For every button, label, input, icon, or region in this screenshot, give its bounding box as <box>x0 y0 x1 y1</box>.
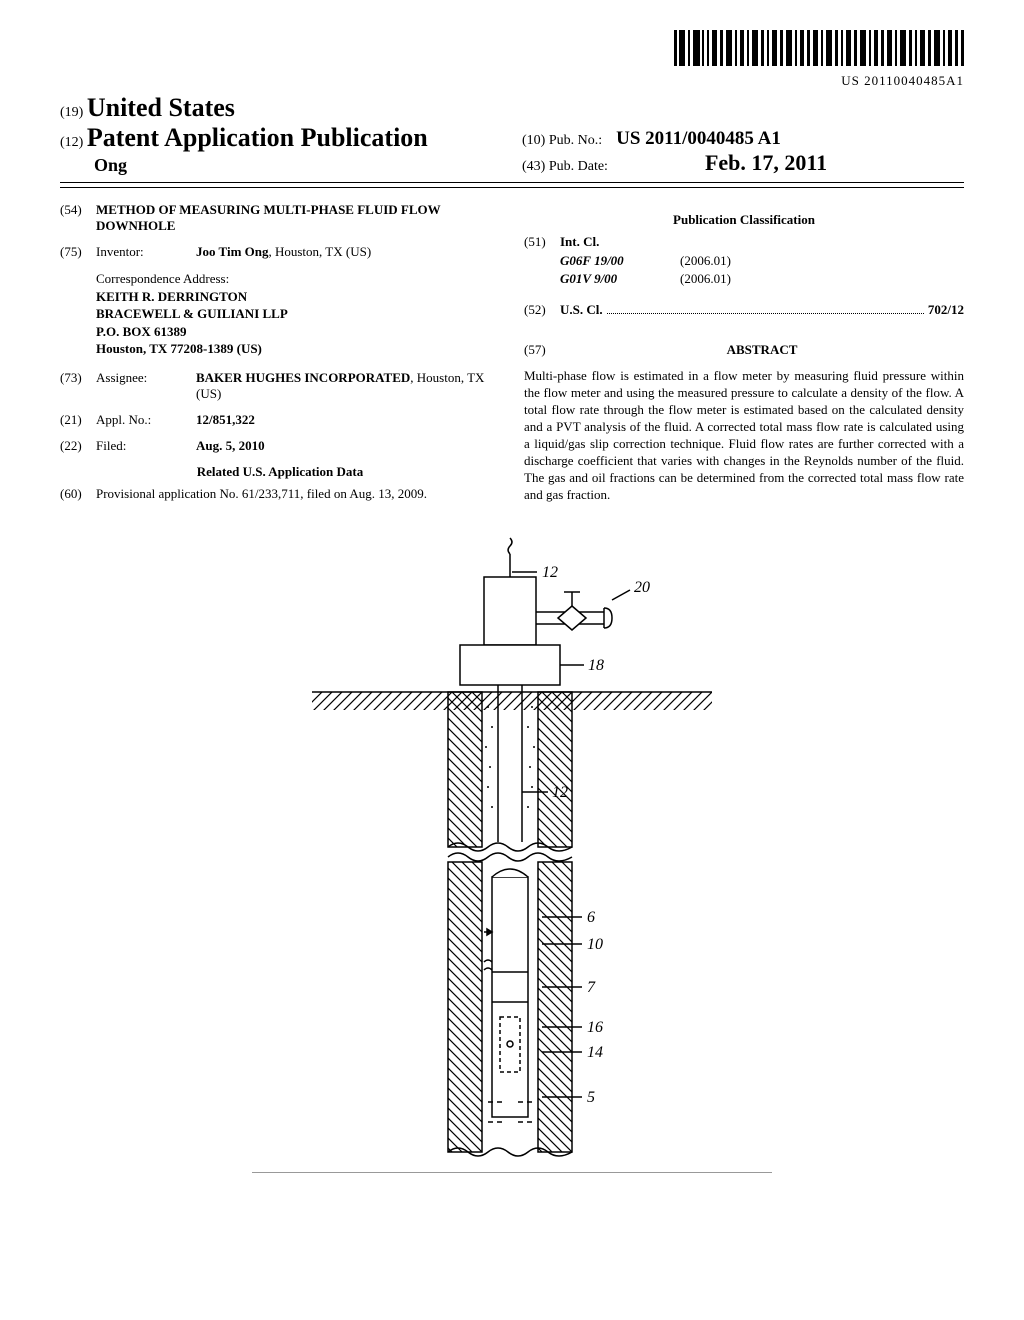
pub-date-num: (43) <box>522 159 545 174</box>
right-column: Publication Classification (51) Int. Cl.… <box>524 202 964 512</box>
assignee-label: Assignee: <box>96 370 196 402</box>
corr-firm: BRACEWELL & GUILIANI LLP <box>96 305 500 323</box>
country: United States <box>87 93 235 122</box>
bibliographic-data: (54) METHOD OF MEASURING MULTI-PHASE FLU… <box>60 202 964 512</box>
appl-label: Appl. No.: <box>96 412 196 428</box>
abstract-title: ABSTRACT <box>560 342 964 358</box>
uscl-value: 702/12 <box>928 302 964 318</box>
header: (19) United States (12) Patent Applicati… <box>60 93 964 183</box>
barcode-number: US 20110040485A1 <box>60 73 964 89</box>
uscl-num: (52) <box>524 302 560 318</box>
prov-text: Provisional application No. 61/233,711, … <box>96 486 500 502</box>
intcl-code-1: G01V 9/00 <box>560 270 680 288</box>
abstract-text: Multi-phase flow is estimated in a flow … <box>524 368 964 503</box>
fig-label-5: 5 <box>587 1089 595 1106</box>
corr-city: Houston, TX 77208-1389 (US) <box>96 340 500 358</box>
fig-label-12a: 12 <box>542 564 558 581</box>
fig-label-12b: 12 <box>552 784 568 801</box>
corr-box: P.O. BOX 61389 <box>96 323 500 341</box>
fig-label-20: 20 <box>634 579 650 596</box>
filed-num: (22) <box>60 438 96 454</box>
pub-no-label: Pub. No.: <box>549 133 602 148</box>
fig-label-6: 6 <box>587 909 595 926</box>
barcode-area: US 20110040485A1 <box>60 30 964 89</box>
pub-date: Feb. 17, 2011 <box>705 150 827 175</box>
doc-type: Patent Application Publication <box>87 123 428 152</box>
doc-type-num: (12) <box>60 135 83 150</box>
fig-label-14: 14 <box>587 1044 603 1061</box>
prov-num: (60) <box>60 486 96 502</box>
assignee-num: (73) <box>60 370 96 402</box>
pub-no: US 2011/0040485 A1 <box>616 128 781 149</box>
fig-label-16: 16 <box>587 1019 603 1036</box>
inventor-loc: , Houston, TX (US) <box>268 244 371 259</box>
appl-value: 12/851,322 <box>196 412 500 428</box>
corr-label: Correspondence Address: <box>96 270 500 288</box>
invention-title: METHOD OF MEASURING MULTI-PHASE FLUID FL… <box>96 202 500 234</box>
abstract-num: (57) <box>524 342 560 358</box>
fig-label-10: 10 <box>587 936 603 953</box>
fig-label-7: 7 <box>587 979 596 996</box>
intcl-label: Int. Cl. <box>560 234 599 250</box>
pub-no-num: (10) <box>522 133 545 148</box>
inventor-label: Inventor: <box>96 244 196 260</box>
left-column: (54) METHOD OF MEASURING MULTI-PHASE FLU… <box>60 202 500 512</box>
patent-figure: 12 20 18 <box>60 532 964 1178</box>
divider <box>60 187 964 188</box>
leader-dots <box>607 303 924 314</box>
intcl-num: (51) <box>524 234 560 250</box>
corr-name: KEITH R. DERRINGTON <box>96 288 500 306</box>
appl-num-code: (21) <box>60 412 96 428</box>
assignee-name: BAKER HUGHES INCORPORATED <box>196 370 410 385</box>
author: Ong <box>94 155 502 176</box>
pubclass-title: Publication Classification <box>524 212 964 228</box>
uscl-label: U.S. Cl. <box>560 302 603 318</box>
barcode <box>674 30 964 71</box>
intcl-year-1: (2006.01) <box>680 270 731 288</box>
fig-label-18: 18 <box>588 657 604 674</box>
filed-value: Aug. 5, 2010 <box>196 438 500 454</box>
related-title: Related U.S. Application Data <box>60 464 500 480</box>
pub-date-label: Pub. Date: <box>549 159 608 174</box>
country-num: (19) <box>60 105 83 120</box>
filed-label: Filed: <box>96 438 196 454</box>
correspondence-address: Correspondence Address: KEITH R. DERRING… <box>96 270 500 358</box>
intcl-block: G06F 19/00 (2006.01) G01V 9/00 (2006.01) <box>560 252 964 288</box>
inventor-name: Joo Tim Ong <box>196 244 268 259</box>
title-num: (54) <box>60 202 96 234</box>
intcl-code-0: G06F 19/00 <box>560 252 680 270</box>
intcl-year-0: (2006.01) <box>680 252 731 270</box>
inventor-num: (75) <box>60 244 96 260</box>
